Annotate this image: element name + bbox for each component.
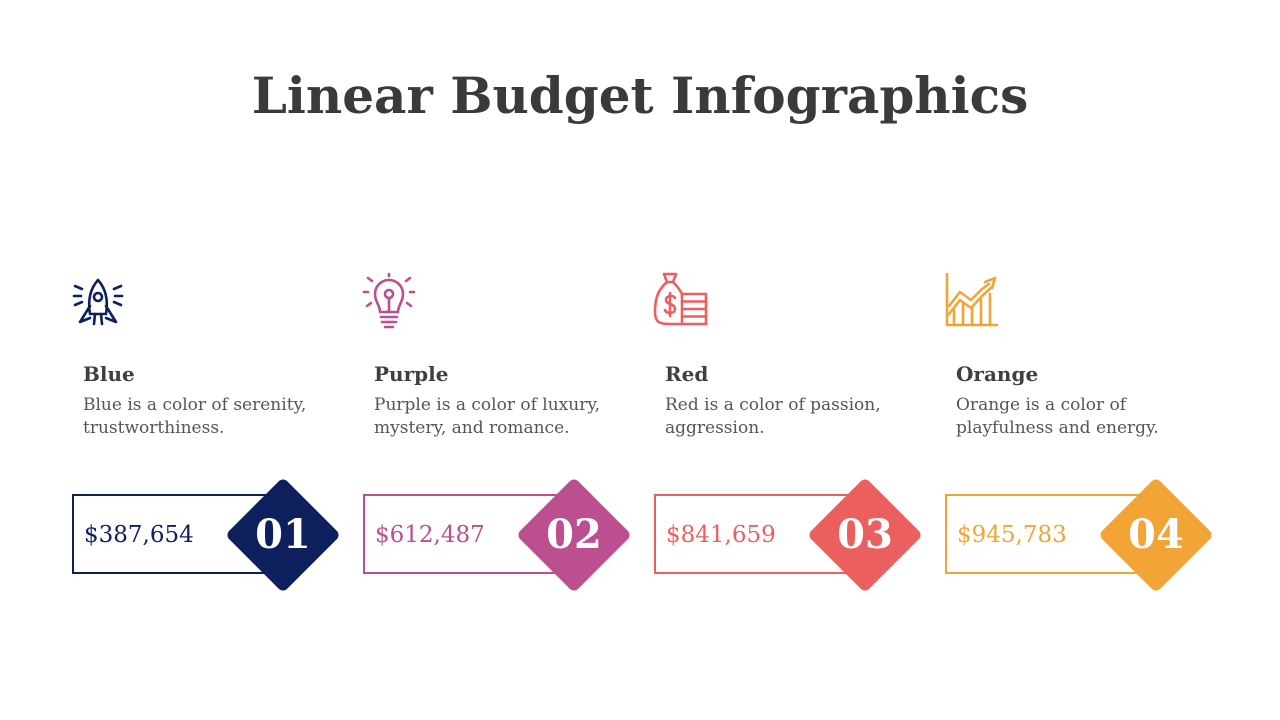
- item-description: Blue is a color of serenity, trustworthi…: [83, 395, 307, 438]
- item-number: 01: [255, 511, 311, 558]
- lightbulb-icon: [362, 272, 419, 332]
- page-title: Linear Budget Infographics: [251, 66, 1029, 125]
- item-amount: $945,783: [957, 522, 1067, 548]
- item-amount: $387,654: [84, 522, 194, 548]
- item-name: Purple: [374, 362, 449, 386]
- item-description: Red is a color of passion, aggression.: [665, 395, 881, 438]
- item-number: 02: [546, 511, 602, 558]
- item-name: Orange: [956, 362, 1039, 386]
- item-description: Orange is a color of playfulness and ene…: [956, 395, 1159, 438]
- item-amount: $841,659: [666, 522, 776, 548]
- budget-item-orange: Orange Orange is a color of playfulness …: [945, 268, 1225, 608]
- item-number: 03: [837, 511, 893, 558]
- item-number: 04: [1128, 511, 1184, 558]
- item-name: Red: [665, 362, 709, 386]
- rocket-icon: [72, 272, 128, 332]
- budget-item-purple: Purple Purple is a color of luxury, myst…: [362, 268, 643, 608]
- item-amount: $612,487: [375, 522, 485, 548]
- growth-chart-icon: [945, 272, 1001, 332]
- item-description: Purple is a color of luxury, mystery, an…: [374, 395, 601, 438]
- amount-box: $841,659: [654, 494, 854, 574]
- item-name: Blue: [83, 362, 135, 386]
- budget-item-blue: Blue Blue is a color of serenity, trustw…: [72, 268, 352, 608]
- money-bag-icon: [653, 272, 710, 332]
- budget-item-red: Red Red is a color of passion, aggressio…: [653, 268, 934, 608]
